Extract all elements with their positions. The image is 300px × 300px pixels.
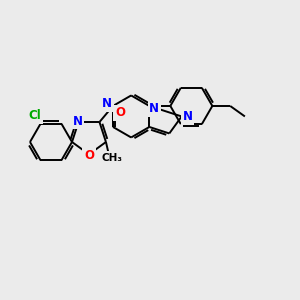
Text: N: N: [102, 98, 112, 110]
Text: O: O: [115, 106, 125, 119]
Text: CH₃: CH₃: [101, 153, 122, 163]
Text: N: N: [183, 110, 193, 123]
Text: Cl: Cl: [28, 109, 41, 122]
Text: N: N: [149, 103, 159, 116]
Text: O: O: [84, 149, 94, 162]
Text: N: N: [73, 115, 82, 128]
